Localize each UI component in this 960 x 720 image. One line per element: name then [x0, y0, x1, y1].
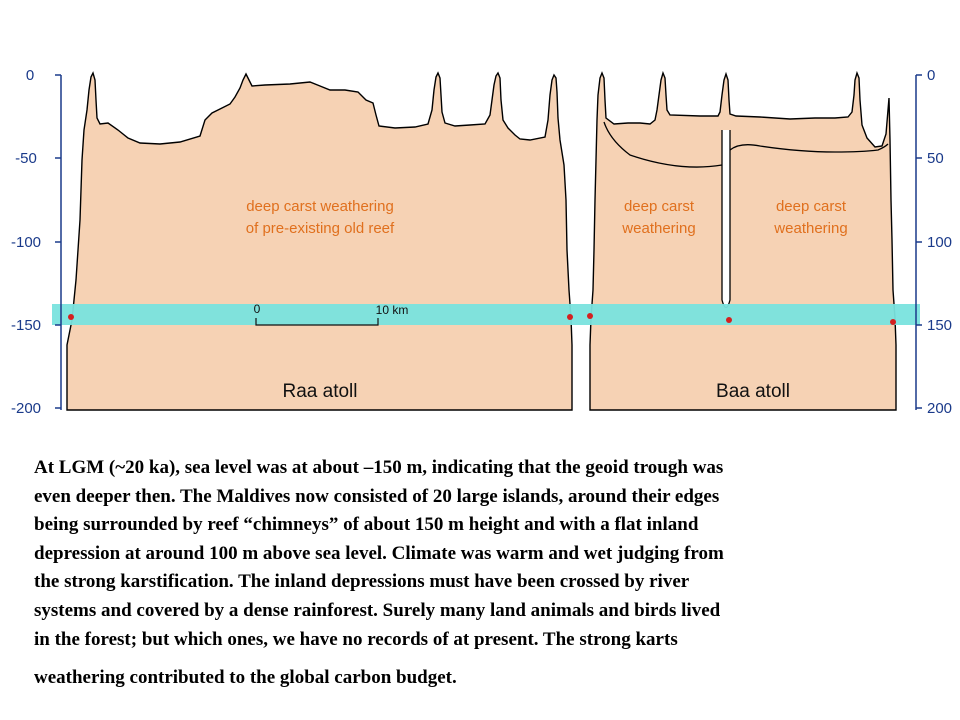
baa-inner-depression-line [729, 143, 889, 153]
red-marker [587, 313, 593, 319]
baa-weathering-right-label: weathering [773, 220, 847, 237]
red-marker [567, 314, 573, 320]
scale-bar-end-label: 10 km [376, 303, 409, 317]
right-axis-tick: 100 [927, 234, 952, 251]
left-axis-tick: -100 [11, 234, 41, 251]
right-axis-tick: 200 [927, 400, 952, 417]
left-depth-axis [55, 74, 62, 410]
caption-line: being surrounded by reef “chimneys” of a… [34, 514, 699, 536]
caption-line: depression at around 100 m above sea lev… [34, 542, 724, 564]
caption-line: even deeper then. The Maldives now consi… [34, 485, 720, 507]
raa-atoll-label: Raa atoll [283, 381, 358, 402]
atoll-cross-section-diagram: 0 -50 -100 -150 -200 0 50 100 150 200 de… [11, 67, 952, 417]
red-marker [890, 319, 896, 325]
caption-paragraph: At LGM (~20 ka), sea level was at about … [34, 454, 929, 693]
baa-weathering-left-label: weathering [621, 220, 695, 237]
caption-line: At LGM (~20 ka), sea level was at about … [34, 457, 724, 478]
raa-weathering-label: of pre-existing old reef [246, 220, 395, 237]
baa-atoll-profile [589, 70, 897, 411]
scale-bar-start-label: 0 [254, 302, 261, 316]
red-marker [726, 317, 732, 323]
baa-weathering-left-label: deep carst [624, 198, 695, 215]
red-marker [68, 314, 74, 320]
right-axis-tick: 0 [927, 67, 935, 84]
left-axis-tick: -200 [11, 400, 41, 417]
sea-level-band [52, 304, 920, 325]
right-axis-tick: 150 [927, 317, 952, 334]
raa-atoll-profile [66, 71, 573, 411]
caption-line: in the forest; but which ones, we have n… [34, 628, 678, 650]
baa-chimney-gap [721, 130, 731, 309]
caption-line: the strong karstification. The inland de… [34, 571, 690, 593]
right-axis-tick: 50 [927, 150, 944, 167]
left-axis-tick: -50 [15, 150, 37, 167]
raa-weathering-label: deep carst weathering [246, 198, 394, 215]
scale-bar [255, 318, 379, 326]
baa-inner-depression-line [603, 121, 723, 168]
left-axis-tick: -150 [11, 317, 41, 334]
baa-weathering-right-label: deep carst [776, 198, 847, 215]
right-depth-axis [915, 74, 922, 410]
caption-line: weathering contributed to the global car… [34, 667, 457, 689]
left-axis-tick: 0 [26, 67, 34, 84]
baa-atoll-label: Baa atoll [716, 381, 790, 402]
caption-line: systems and covered by a dense rainfores… [34, 599, 721, 621]
